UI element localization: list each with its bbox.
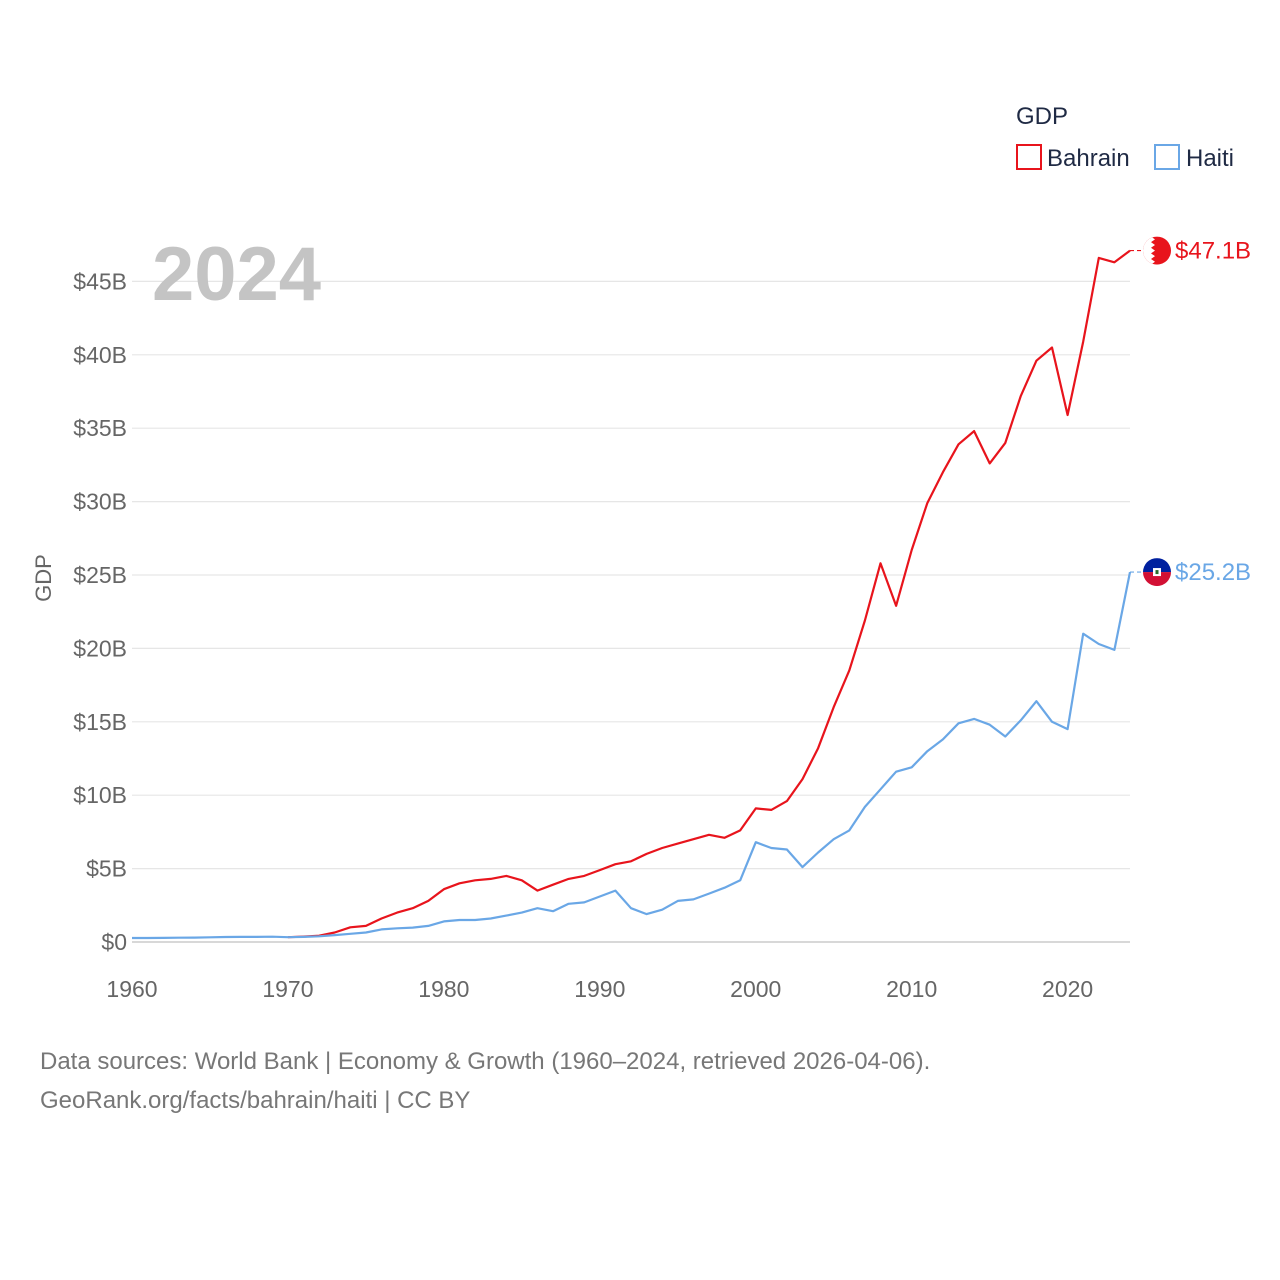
x-tick-label: 1990: [574, 976, 625, 1002]
series-line-bahrain: [287, 249, 1131, 939]
footer: Data sources: World Bank | Economy & Gro…: [40, 1042, 930, 1120]
legend-label-haiti: Haiti: [1186, 145, 1234, 172]
footer-sources: Data sources: World Bank | Economy & Gro…: [40, 1048, 931, 1075]
footer-attribution[interactable]: GeoRank.org/facts/bahrain/haiti | CC BY: [40, 1087, 471, 1114]
bahrain-flag-icon: [1143, 236, 1171, 265]
x-tick-label: 2010: [886, 976, 937, 1002]
gridlines: [132, 280, 1130, 870]
x-tick-label: 1960: [106, 976, 157, 1002]
x-tick-label: 1970: [262, 976, 313, 1002]
haiti-flag-icon: [1143, 558, 1171, 587]
y-tick-label: $45B: [73, 268, 127, 294]
y-tick-label: $10B: [73, 782, 127, 808]
legend-item-bahrain[interactable]: Bahrain: [1016, 144, 1130, 172]
x-tick-label: 2020: [1042, 976, 1093, 1002]
legend-label-bahrain: Bahrain: [1047, 145, 1130, 172]
y-tick-label: $15B: [73, 709, 127, 735]
chart-title-year: 2024: [152, 232, 321, 317]
y-tick-label: $40B: [73, 342, 127, 368]
end-label-haiti: $25.2B: [1175, 559, 1251, 586]
y-axis-label: GDP: [31, 554, 56, 602]
x-tick-label: 1980: [418, 976, 469, 1002]
y-tick-label: $35B: [73, 415, 127, 441]
y-tick-label: $30B: [73, 489, 127, 515]
series-layer: [132, 249, 1143, 940]
y-tick-label: $20B: [73, 635, 127, 661]
x-axis-ticks: 1960 1970 1980 1990 2000 2010 2020: [106, 976, 1093, 1002]
y-tick-label: $5B: [86, 856, 127, 882]
y-tick-label: $0: [101, 929, 127, 955]
x-tick-label: 2000: [730, 976, 781, 1002]
legend-swatch-haiti: [1154, 144, 1180, 170]
legend-title: GDP: [1016, 103, 1068, 130]
legend-item-haiti[interactable]: Haiti: [1154, 144, 1234, 172]
y-axis-ticks: $0 $5B $10B $15B $20B $25B $30B $35B $40B $45B: [73, 268, 127, 955]
y-tick-label: $25B: [73, 562, 127, 588]
legend: GDP Bahrain Haiti: [1016, 103, 1234, 172]
end-label-bahrain: $47.1B: [1175, 238, 1251, 265]
legend-swatch-bahrain: [1016, 144, 1042, 170]
series-line-haiti: [132, 571, 1132, 940]
